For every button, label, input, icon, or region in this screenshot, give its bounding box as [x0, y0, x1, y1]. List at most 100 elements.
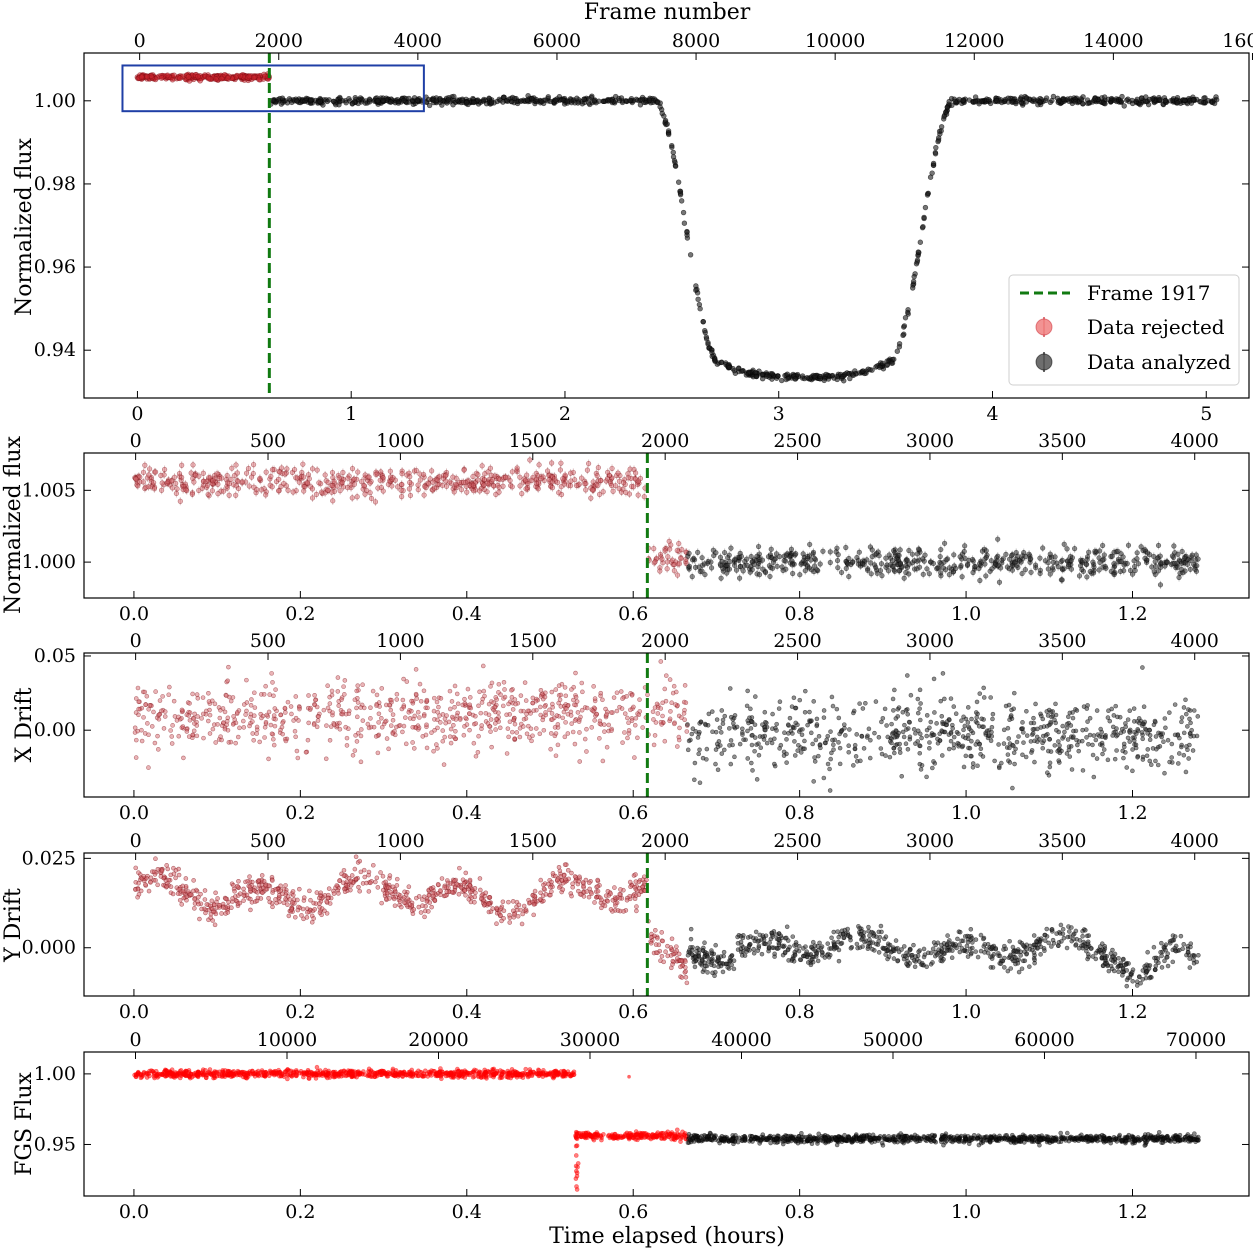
p2-rejected-point	[572, 702, 577, 708]
p1-analyzed-point	[843, 544, 849, 551]
p1-analyzed-point	[889, 558, 896, 564]
p1-rejected-point	[159, 480, 165, 486]
p2-analyzed-point	[1100, 751, 1105, 757]
p2-rejected-point	[452, 683, 458, 689]
p2-rejected-point	[344, 743, 350, 748]
p1-rejected-point	[464, 489, 470, 495]
p2-rejected-point	[315, 718, 321, 723]
p1-rejected-point	[355, 469, 361, 475]
p1-rejected-point	[443, 483, 450, 489]
p0-analyzed-point	[1125, 96, 1131, 102]
p0-analyzed-point	[730, 366, 736, 372]
p2-rejected-point	[278, 712, 283, 718]
p1-rejected-point	[140, 469, 147, 475]
p2-rejected-point	[598, 690, 604, 696]
p1-rejected-point	[600, 489, 606, 495]
p0-analyzed-point	[665, 131, 672, 138]
p1-rejected-point	[525, 480, 531, 487]
p1-analyzed-point	[969, 556, 976, 563]
p2-rejected-point	[449, 714, 455, 720]
p2-rejected-point	[226, 664, 231, 670]
p2-rejected-point	[556, 700, 561, 706]
p2-rejected-point	[582, 736, 588, 742]
p1-analyzed-point	[1157, 582, 1164, 588]
p0-analyzed-point	[375, 98, 381, 104]
p0-analyzed-point	[279, 95, 286, 101]
p2-rejected-point	[514, 730, 520, 735]
p2-analyzed-point	[1080, 768, 1086, 773]
p2-rejected-point	[542, 694, 548, 700]
p0-analyzed-point	[1017, 96, 1024, 102]
p2-analyzed-point	[829, 694, 835, 700]
p2-rejected-point	[354, 739, 360, 744]
p2-rejected-point	[358, 759, 364, 765]
p1-rejected-point	[226, 480, 232, 487]
p0-bottom-tick-label: 5	[1200, 403, 1212, 425]
p2-rejected-point	[553, 753, 559, 759]
p1-analyzed-point	[1097, 548, 1103, 554]
p2-rejected-point	[294, 748, 300, 754]
p2-analyzed-point	[1075, 742, 1080, 748]
p1-analyzed-point	[1042, 558, 1048, 564]
p0-analyzed-point	[670, 149, 676, 156]
p2-analyzed-point	[745, 756, 751, 761]
p2-rejected-point	[388, 723, 394, 728]
p2-rejected-point	[187, 701, 192, 706]
p1-rejected-point	[300, 461, 306, 467]
p0-analyzed-point	[817, 373, 823, 380]
p1-analyzed-point	[834, 557, 841, 564]
legend-label-frame-1917: Frame 1917	[1087, 281, 1210, 305]
p1-rejected-point	[275, 488, 282, 494]
p1-analyzed-point	[1064, 546, 1070, 552]
p1-rejected-point	[188, 470, 194, 476]
p2-analyzed-point	[917, 717, 923, 723]
p2-rejected-point	[608, 710, 614, 715]
p0-analyzed-point	[960, 97, 966, 103]
p2-rejected-point	[579, 680, 585, 686]
p0-data-points	[134, 71, 1220, 384]
p0-analyzed-point	[999, 99, 1005, 106]
p2-analyzed-point	[1112, 756, 1118, 762]
p2-rejected-point	[577, 730, 582, 735]
p0-analyzed-point	[669, 144, 675, 150]
p1-rejected-point	[340, 469, 346, 476]
p1-rejected-point	[664, 566, 670, 572]
p1-rejected-point	[387, 468, 393, 474]
p0-analyzed-point	[1035, 102, 1041, 108]
p0-bottom-tick-label: 0	[131, 403, 143, 425]
p2-rejected-point	[465, 686, 471, 692]
p1-analyzed-point	[1164, 559, 1171, 565]
p2-rejected-point	[542, 704, 548, 709]
p2-rejected-point	[600, 697, 605, 703]
p2-rejected-point	[473, 713, 478, 719]
p2-rejected-point	[394, 697, 400, 702]
p1-analyzed-point	[1092, 548, 1098, 554]
p2-analyzed-point	[781, 753, 787, 758]
p0-analyzed-point	[911, 273, 917, 280]
p2-rejected-point	[505, 726, 511, 731]
p2-analyzed-point	[927, 745, 932, 751]
p1-analyzed-point	[1077, 563, 1084, 569]
p1-rejected-point	[450, 474, 456, 480]
p2-rejected-point	[191, 728, 197, 734]
p1-rejected-point	[389, 476, 395, 483]
p1-rejected-point	[354, 494, 360, 500]
p2-analyzed-point	[924, 733, 930, 739]
p1-analyzed-point	[790, 570, 796, 577]
p2-analyzed-point	[816, 753, 821, 759]
p2-rejected-point	[325, 705, 331, 711]
p2-rejected-point	[423, 732, 429, 738]
p1-analyzed-point	[977, 577, 983, 584]
p2-rejected-point	[297, 706, 302, 712]
p2-analyzed-point	[772, 736, 777, 742]
p2-analyzed-point	[853, 754, 859, 759]
p0-analyzed-point	[924, 192, 931, 198]
p0-analyzed-point	[812, 373, 818, 379]
p2-rejected-point	[651, 742, 657, 748]
p1-rejected-point	[659, 556, 665, 562]
p0-analyzed-point	[333, 102, 339, 108]
p1-analyzed-point	[827, 549, 833, 555]
p2-rejected-point	[254, 724, 260, 730]
p1-rejected-point	[674, 547, 680, 554]
